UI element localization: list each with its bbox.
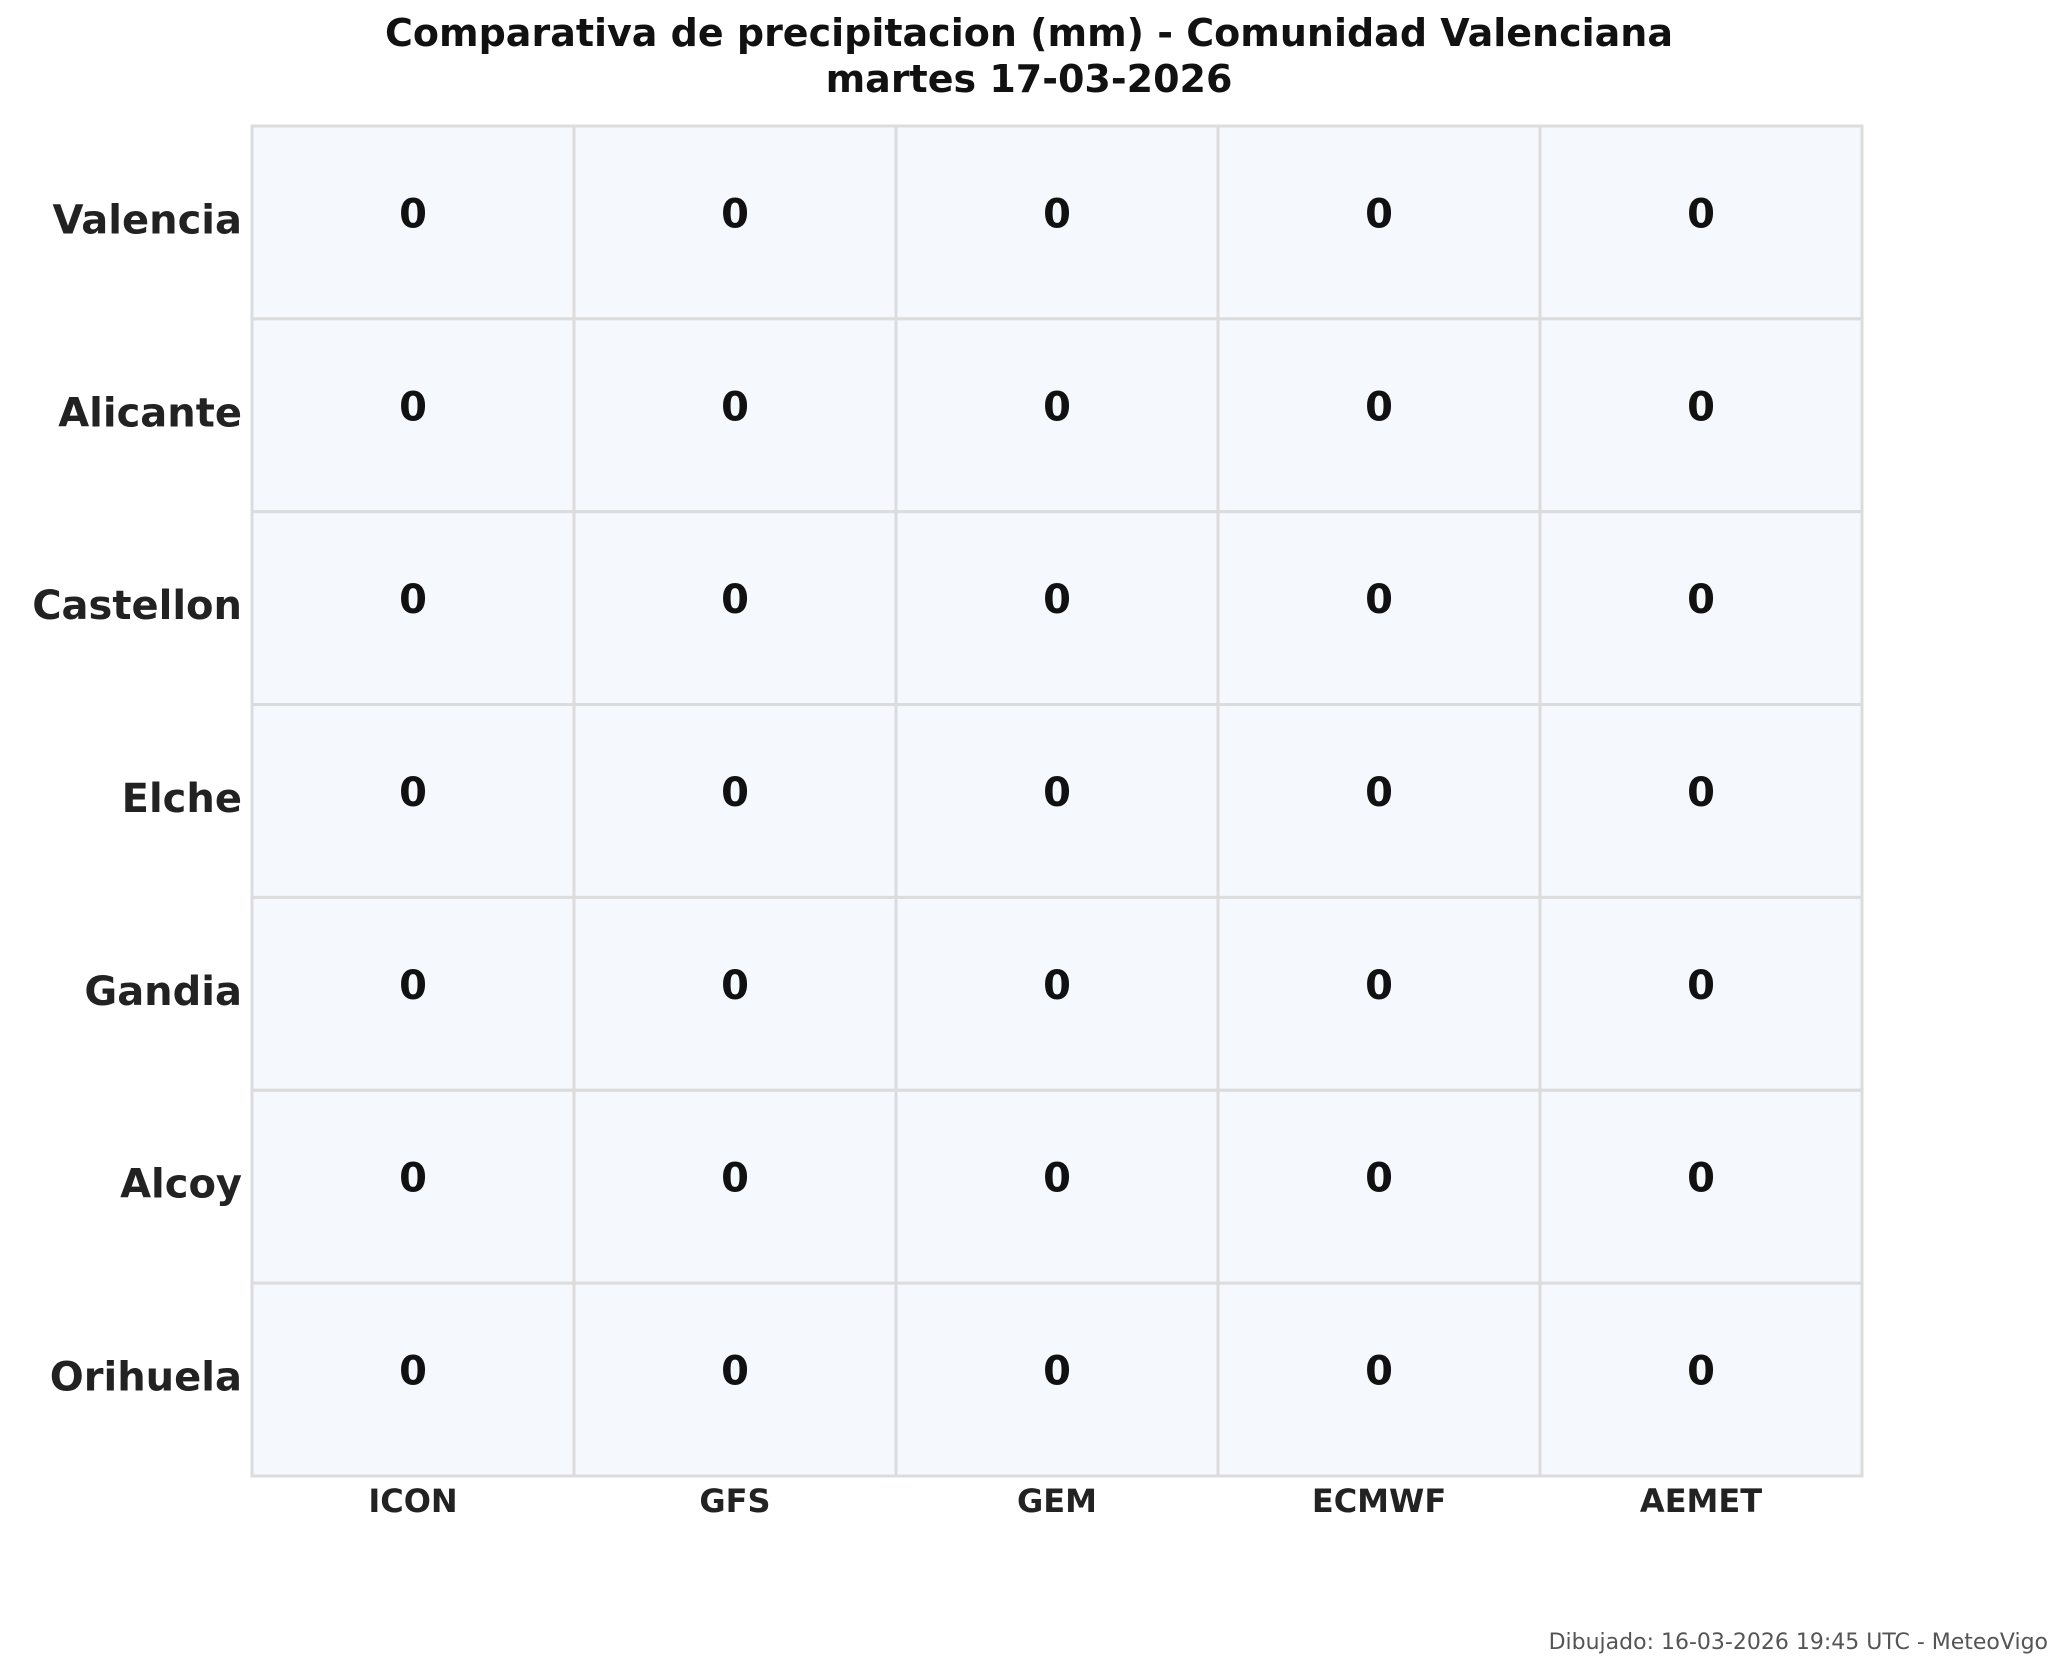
cell-value: 0 bbox=[1365, 384, 1393, 430]
cell-value: 0 bbox=[1043, 1349, 1071, 1395]
cell-value: 0 bbox=[1043, 191, 1071, 237]
heatmap-cell bbox=[894, 895, 1220, 1092]
cell-value: 0 bbox=[1043, 577, 1071, 623]
heatmap-cell bbox=[1538, 895, 1864, 1092]
cell-value: 0 bbox=[399, 963, 427, 1009]
cell-value: 0 bbox=[399, 191, 427, 237]
cell-value: 0 bbox=[1687, 963, 1715, 1009]
cell-value: 0 bbox=[399, 577, 427, 623]
heatmap-cell bbox=[572, 317, 898, 514]
cell-value: 0 bbox=[399, 1156, 427, 1202]
heatmap-cell bbox=[1216, 510, 1542, 707]
row-label: Alcoy bbox=[120, 1162, 242, 1208]
heatmap-cell bbox=[572, 703, 898, 899]
heatmap-cell bbox=[894, 703, 1220, 899]
heatmap-cell bbox=[250, 895, 576, 1092]
chart-title-block: Comparativa de precipitacion (mm) - Comu… bbox=[0, 10, 2058, 102]
cell-value: 0 bbox=[1687, 191, 1715, 237]
row-label: Alicante bbox=[58, 390, 242, 436]
heatmap-cell bbox=[572, 510, 898, 707]
heatmap-cell bbox=[1216, 1281, 1542, 1478]
heatmap-cell bbox=[250, 1281, 576, 1478]
cell-value: 0 bbox=[1687, 577, 1715, 623]
cell-value: 0 bbox=[1043, 1156, 1071, 1202]
cell-value: 0 bbox=[399, 770, 427, 816]
heatmap-cell bbox=[572, 1281, 898, 1478]
heatmap-cell bbox=[250, 317, 576, 514]
chart-title: Comparativa de precipitacion (mm) - Comu… bbox=[385, 11, 1673, 55]
cell-value: 0 bbox=[1043, 963, 1071, 1009]
column-label: ECMWF bbox=[1312, 1482, 1446, 1520]
row-label: Elche bbox=[122, 776, 242, 822]
footer-credit: Dibujado: 16-03-2026 19:45 UTC - MeteoVi… bbox=[1548, 1630, 2048, 1655]
heatmap-cell bbox=[894, 1281, 1220, 1478]
heatmap-cell bbox=[894, 1088, 1220, 1285]
cell-value: 0 bbox=[399, 384, 427, 430]
cell-value: 0 bbox=[399, 1349, 427, 1395]
column-label: ICON bbox=[368, 1482, 457, 1520]
cell-value: 0 bbox=[1365, 1349, 1393, 1395]
cell-value: 0 bbox=[1043, 770, 1071, 816]
cell-value: 0 bbox=[1687, 770, 1715, 816]
heatmap-cell bbox=[1538, 1281, 1864, 1478]
cell-value: 0 bbox=[1365, 770, 1393, 816]
cell-value: 0 bbox=[1687, 1349, 1715, 1395]
cell-value: 0 bbox=[721, 1349, 749, 1395]
row-label: Castellon bbox=[32, 583, 242, 629]
heatmap-cell bbox=[894, 317, 1220, 514]
row-label: Gandia bbox=[84, 969, 242, 1015]
heatmap-cell bbox=[1216, 124, 1542, 321]
cell-value: 0 bbox=[721, 577, 749, 623]
cell-value: 0 bbox=[721, 770, 749, 816]
heatmap-cell bbox=[1216, 895, 1542, 1092]
column-label: GFS bbox=[699, 1482, 770, 1520]
cell-value: 0 bbox=[1365, 577, 1393, 623]
heatmap-cell bbox=[250, 510, 576, 707]
heatmap-cell bbox=[1538, 317, 1864, 514]
cell-value: 0 bbox=[1365, 963, 1393, 1009]
column-label: AEMET bbox=[1640, 1482, 1762, 1520]
row-label: Valencia bbox=[53, 197, 243, 243]
cell-value: 0 bbox=[721, 1156, 749, 1202]
column-label: GEM bbox=[1017, 1482, 1097, 1520]
cell-value: 0 bbox=[1687, 1156, 1715, 1202]
heatmap-cell bbox=[894, 510, 1220, 707]
cell-value: 0 bbox=[721, 191, 749, 237]
heatmap-cell bbox=[250, 1088, 576, 1285]
cell-value: 0 bbox=[1365, 1156, 1393, 1202]
cell-value: 0 bbox=[721, 963, 749, 1009]
cell-value: 0 bbox=[1687, 384, 1715, 430]
heatmap-cell bbox=[1538, 124, 1864, 321]
cell-value: 0 bbox=[721, 384, 749, 430]
row-label: Orihuela bbox=[50, 1355, 242, 1401]
cell-value: 0 bbox=[1365, 191, 1393, 237]
heatmap-cell bbox=[1538, 703, 1864, 899]
heatmap-cell bbox=[572, 1088, 898, 1285]
heatmap-cell bbox=[1538, 1088, 1864, 1285]
heatmap-cell bbox=[1538, 510, 1864, 707]
chart-subtitle: martes 17-03-2026 bbox=[825, 57, 1233, 101]
cell-value: 0 bbox=[1043, 384, 1071, 430]
